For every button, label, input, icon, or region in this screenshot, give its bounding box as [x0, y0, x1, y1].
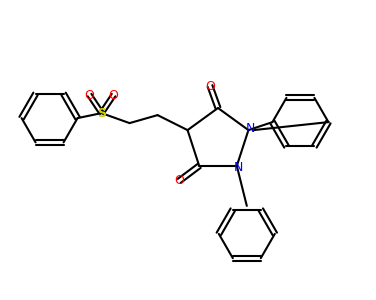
Text: S: S	[97, 106, 106, 120]
Text: O: O	[109, 88, 118, 102]
Text: N: N	[246, 122, 255, 135]
Text: O: O	[174, 174, 184, 188]
Text: O: O	[205, 80, 215, 92]
Text: N: N	[234, 161, 244, 174]
Text: O: O	[85, 88, 94, 102]
